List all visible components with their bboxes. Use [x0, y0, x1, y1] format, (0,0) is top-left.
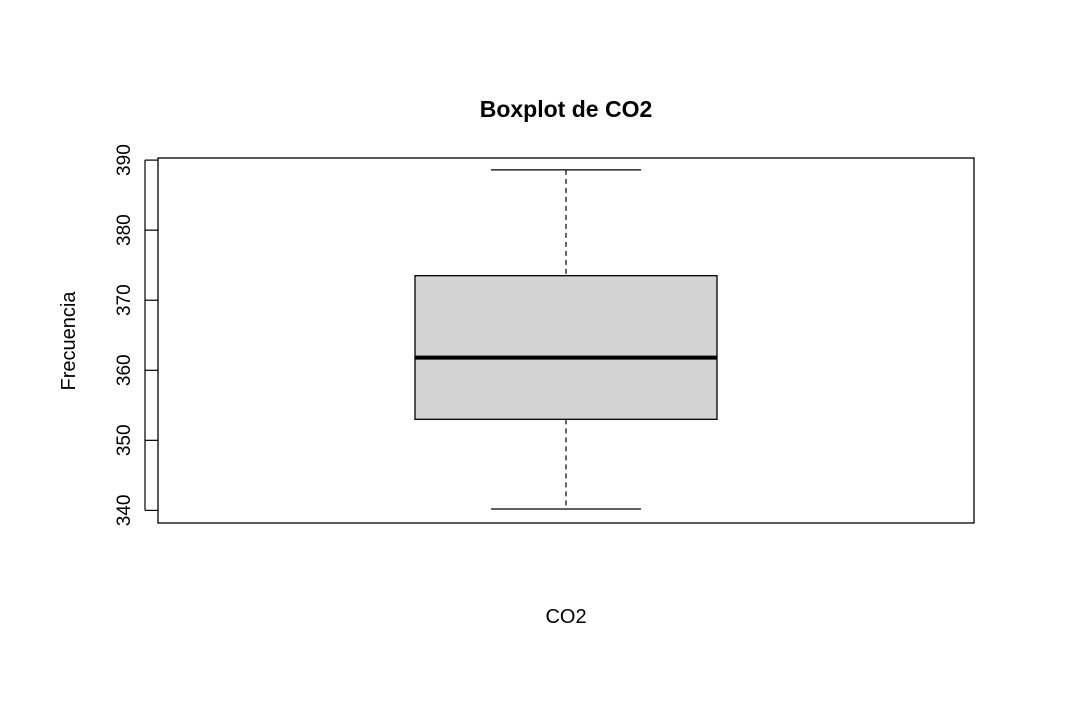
plot-area-frame — [157, 157, 975, 524]
box-group — [414, 169, 718, 510]
y-tick-label: 360 — [114, 354, 135, 386]
y-tick-label: 390 — [114, 144, 135, 176]
y-tick-label: 380 — [114, 214, 135, 246]
y-tick-label: 340 — [114, 495, 135, 527]
y-axis: 340 350 360 370 380 390 — [114, 144, 158, 526]
y-tick-label: 370 — [114, 284, 135, 316]
y-axis-label: Frecuencia — [58, 291, 80, 391]
x-axis-label: CO2 — [545, 606, 586, 628]
iqr-box — [414, 275, 718, 420]
y-tick-label: 350 — [114, 424, 135, 456]
chart-title: Boxplot de CO2 — [480, 96, 653, 122]
